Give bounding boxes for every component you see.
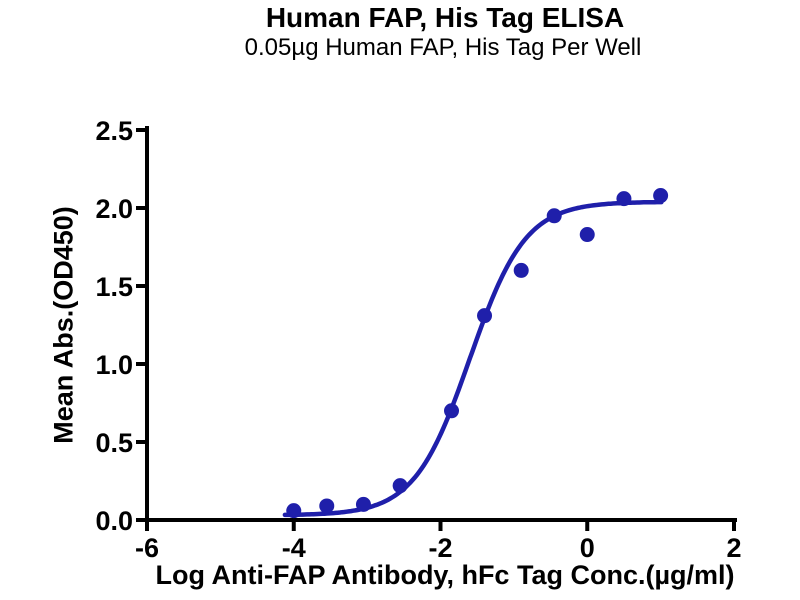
y-tick-label: 0.0 [95, 506, 133, 536]
data-point [286, 503, 302, 519]
y-tick-label: 0.5 [95, 428, 133, 458]
x-axis-label: Log Anti-FAP Antibody, hFc Tag Conc.(µg/… [155, 560, 735, 590]
y-tick-label: 2.5 [95, 116, 133, 146]
data-point [546, 208, 562, 224]
data-point [319, 498, 335, 514]
y-tick-label: 1.0 [95, 350, 133, 380]
x-tick-label: -6 [135, 533, 159, 563]
x-tick-label: -2 [428, 533, 452, 563]
chart-title: Human FAP, His Tag ELISA [265, 2, 625, 33]
data-point [355, 496, 371, 512]
axis-spines [136, 126, 737, 522]
y-tick-label: 2.0 [95, 194, 133, 224]
data-point [616, 191, 632, 207]
x-tick-label: 2 [726, 533, 741, 563]
data-point [579, 227, 595, 243]
data-point [444, 403, 460, 419]
fit-curve [282, 199, 664, 518]
data-point [653, 188, 669, 204]
chart-subtitle: 0.05µg Human FAP, His Tag Per Well [244, 34, 642, 61]
data-point [477, 308, 493, 324]
x-tick-label: -4 [282, 533, 306, 563]
x-tick-label: 0 [580, 533, 595, 563]
data-point [513, 262, 529, 278]
y-tick-label: 1.5 [95, 272, 133, 302]
data-point [392, 478, 408, 494]
